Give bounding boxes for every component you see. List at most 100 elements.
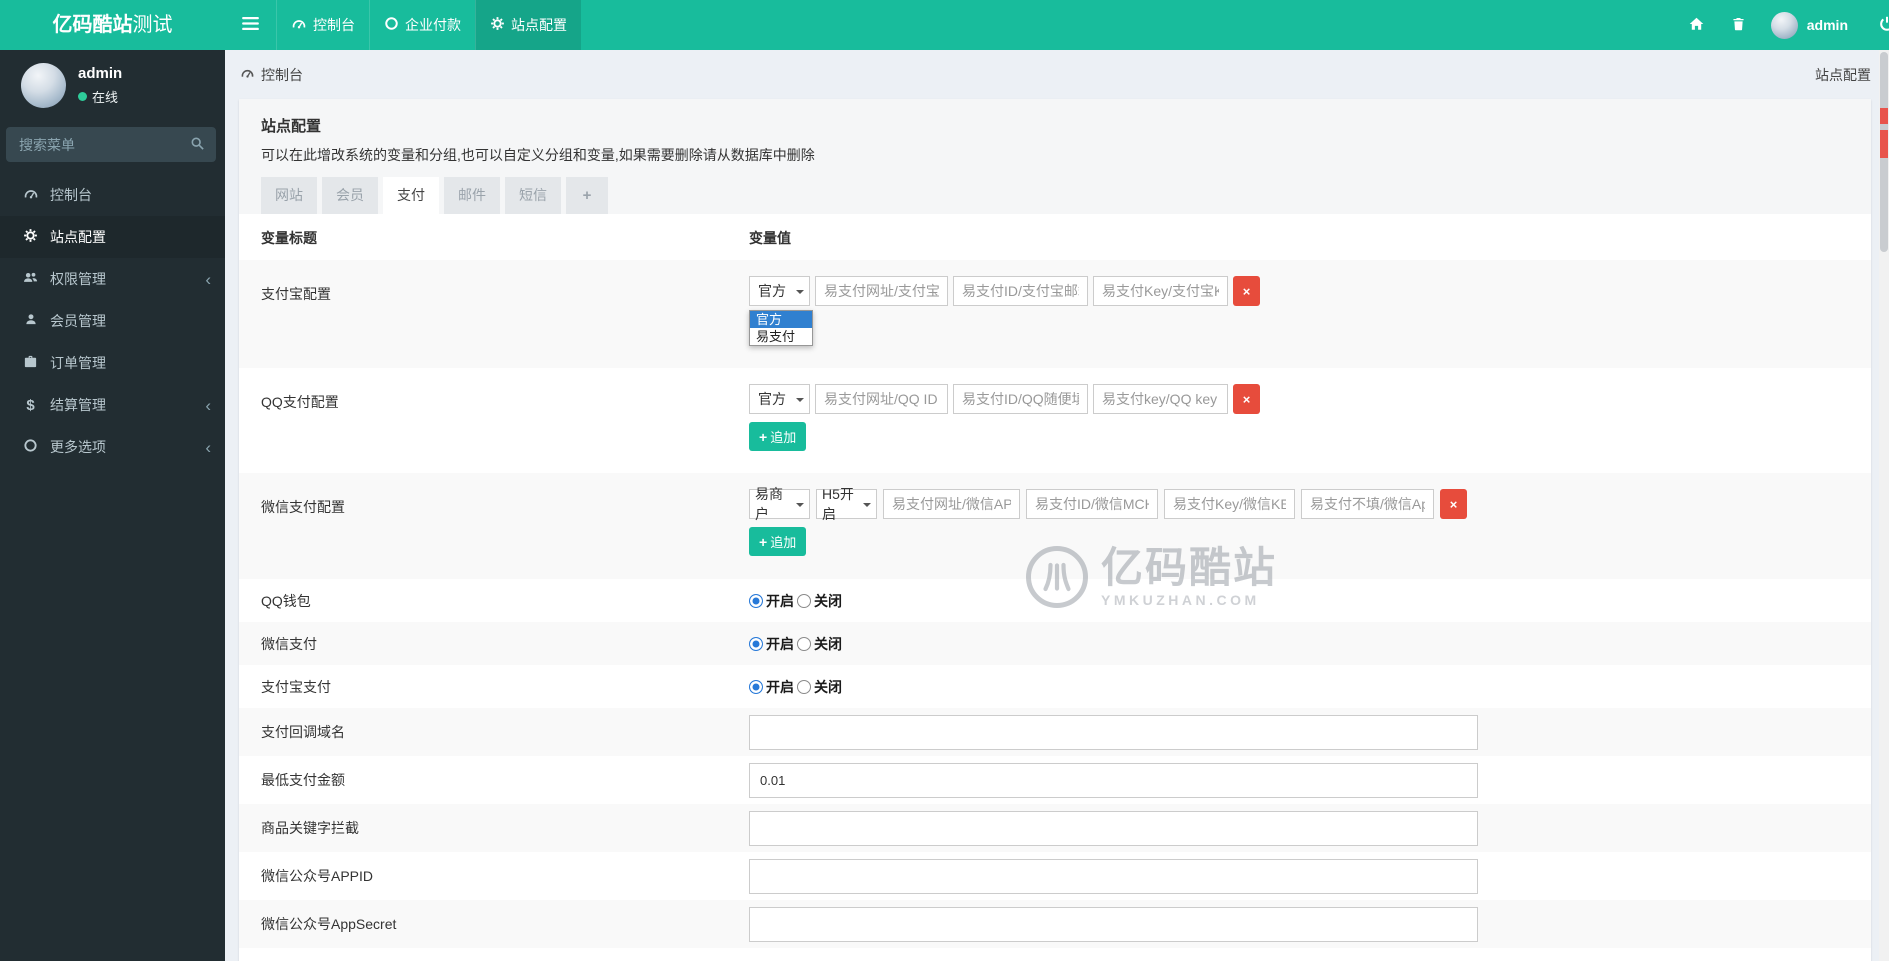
wechat-appsecret-input[interactable] <box>1301 489 1434 519</box>
radio-on[interactable] <box>749 636 763 651</box>
nav-item-site-config[interactable]: 站点配置 <box>475 0 581 50</box>
nav-item-enterprise-payment[interactable]: 企业付款 <box>369 0 475 50</box>
alipay-url-input[interactable] <box>815 276 948 306</box>
user-menu[interactable]: admin <box>1759 0 1860 50</box>
radio-off[interactable] <box>797 679 811 694</box>
scrollbar-track[interactable] <box>1879 50 1889 961</box>
panel-description: 可以在此增改系统的变量和分组,也可以自定义分组和变量,如果需要删除请从数据库中删… <box>261 147 815 163</box>
site-config-panel: 站点配置 可以在此增改系统的变量和分组,也可以自定义分组和变量,如果需要删除请从… <box>239 99 1871 961</box>
radio-off-label: 关闭 <box>814 678 842 695</box>
row-label: 支付宝支付 <box>261 678 331 695</box>
wechat-appsecret-field[interactable] <box>749 906 1478 942</box>
power-icon <box>1878 15 1889 36</box>
tab-website[interactable]: 网站 <box>261 177 317 214</box>
dropdown-option-epay[interactable]: 易支付 <box>756 329 796 344</box>
config-tabs: 网站 会员 支付 邮件 短信 + <box>261 177 1853 214</box>
alipay-id-input[interactable] <box>953 276 1088 306</box>
sidebar-item-permissions[interactable]: 权限管理 ‹ <box>0 258 225 300</box>
sidebar-item-site-config[interactable]: 站点配置 <box>0 216 225 258</box>
remove-button[interactable]: × <box>1233 384 1260 414</box>
online-dot-icon <box>78 92 87 101</box>
sidebar: admin 在线 控制台 站点配置 权限管理 ‹ 会员管理 <box>0 50 225 961</box>
dashboard-icon <box>291 16 307 34</box>
callback-domain-input[interactable] <box>749 714 1478 750</box>
row-label: 微信公众号AppSecret <box>261 916 397 932</box>
avatar <box>1770 11 1798 39</box>
sidebar-toggle-button[interactable] <box>225 0 276 50</box>
table-row: QQ钱包 开启 关闭 <box>239 579 1871 622</box>
tab-add[interactable]: + <box>566 177 608 214</box>
qqpay-mode-select[interactable]: 官方 <box>749 384 810 414</box>
wechat-merchant-select[interactable]: 易商户 <box>749 486 810 522</box>
remove-button[interactable]: × <box>1440 489 1467 519</box>
row-label: QQ钱包 <box>261 592 311 609</box>
app-logo[interactable]: 亿码酷站测试 <box>0 0 225 50</box>
dropdown-option-official[interactable]: 官方 <box>750 311 812 328</box>
main-content: 控制台 站点配置 站点配置 可以在此增改系统的变量和分组,也可以自定义分组和变量… <box>225 50 1889 961</box>
search-input[interactable] <box>6 127 216 162</box>
sidebar-item-label: 控制台 <box>50 187 92 203</box>
trash-button[interactable] <box>1718 0 1759 50</box>
avatar[interactable] <box>21 63 66 108</box>
radio-off[interactable] <box>797 593 811 608</box>
append-button[interactable]: + 追加 <box>749 527 807 556</box>
search-icon[interactable] <box>190 136 205 154</box>
qqpay-url-input[interactable] <box>815 384 948 414</box>
radio-off[interactable] <box>797 636 811 651</box>
qqpay-id-input[interactable] <box>953 384 1088 414</box>
sidebar-item-label: 订单管理 <box>50 355 106 371</box>
keyword-block-input[interactable] <box>749 810 1478 846</box>
tab-email[interactable]: 邮件 <box>444 177 500 214</box>
sidebar-item-label: 更多选项 <box>50 439 106 455</box>
power-button[interactable] <box>1876 0 1889 50</box>
sidebar-item-label: 结算管理 <box>50 397 106 413</box>
qqpay-key-input[interactable] <box>1093 384 1228 414</box>
row-label: 微信企业付款说明 <box>239 956 749 961</box>
min-payment-input[interactable] <box>749 762 1478 798</box>
table-row: 微信支付配置 易商户 H5开启 × +追加 <box>239 473 1871 579</box>
table-row: 微信公众号AppSecret <box>239 900 1871 948</box>
panel-body: 变量标题 变量值 支付宝配置 官方 官方 易支付 <box>239 214 1871 961</box>
radio-on-label: 开启 <box>766 635 794 652</box>
radio-on[interactable] <box>749 679 763 694</box>
sidebar-item-more-options[interactable]: 更多选项 ‹ <box>0 426 225 468</box>
wechat-h5-select[interactable]: H5开启 <box>816 486 877 522</box>
wechat-mchid-input[interactable] <box>1026 489 1158 519</box>
sidebar-item-dashboard[interactable]: 控制台 <box>0 174 225 216</box>
chevron-left-icon: ‹ <box>205 395 211 415</box>
sidebar-search <box>6 127 216 162</box>
nav-item-dashboard[interactable]: 控制台 <box>276 0 369 50</box>
wechat-key-input[interactable] <box>1164 489 1295 519</box>
row-label: 微信支付 <box>261 635 317 652</box>
tab-member[interactable]: 会员 <box>322 177 378 214</box>
sidebar-item-label: 权限管理 <box>50 271 106 287</box>
breadcrumb-left[interactable]: 控制台 <box>261 66 303 83</box>
table-row: 商品关键字拦截 <box>239 804 1871 852</box>
panel-header: 站点配置 可以在此增改系统的变量和分组,也可以自定义分组和变量,如果需要删除请从… <box>239 99 1871 214</box>
append-button[interactable]: + 追加 <box>749 422 807 451</box>
scrollbar-marker <box>1880 130 1888 158</box>
plus-icon: + <box>759 533 768 550</box>
home-button[interactable] <box>1675 0 1718 50</box>
breadcrumb: 控制台 站点配置 <box>225 50 1889 99</box>
wechat-url-input[interactable] <box>883 489 1020 519</box>
navbar-right: admin <box>1675 0 1889 50</box>
tab-sms[interactable]: 短信 <box>505 177 561 214</box>
remove-button[interactable]: × <box>1233 276 1260 306</box>
radio-on-label: 开启 <box>766 678 794 695</box>
wechat-appid-input[interactable] <box>749 858 1478 894</box>
tab-payment[interactable]: 支付 <box>383 177 439 214</box>
table-row: 最低支付金额 <box>239 756 1871 804</box>
sidebar-item-members[interactable]: 会员管理 <box>0 300 225 342</box>
nav-item-label: 企业付款 <box>405 17 461 33</box>
alipay-mode-select[interactable]: 官方 <box>749 276 810 306</box>
nav-item-label: 控制台 <box>313 17 355 33</box>
sidebar-item-orders[interactable]: 订单管理 <box>0 342 225 384</box>
radio-on[interactable] <box>749 593 763 608</box>
row-label: 支付回调域名 <box>261 724 345 740</box>
home-icon <box>1688 16 1705 35</box>
alipay-key-input[interactable] <box>1093 276 1228 306</box>
table-row: 支付回调域名 <box>239 708 1871 756</box>
user-icon <box>21 312 40 330</box>
sidebar-item-settlement[interactable]: $ 结算管理 ‹ <box>0 384 225 426</box>
